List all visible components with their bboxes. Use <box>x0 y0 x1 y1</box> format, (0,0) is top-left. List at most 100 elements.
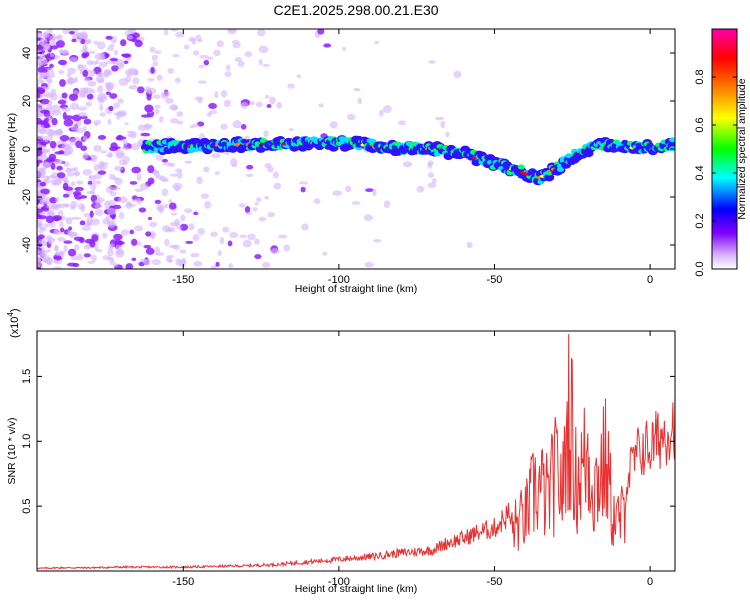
spectrogram-noise-blob <box>77 64 84 71</box>
spectrogram-noise-blob <box>100 150 108 154</box>
spectrogram-noise-blob <box>216 40 224 48</box>
spectrogram-noise-blob <box>109 93 118 99</box>
spectrogram-noise-blob <box>48 134 53 141</box>
spectrogram-panel: -150 -100 -50 0 -40 -20 0 20 40 Height of strai… <box>6 28 676 295</box>
spectrogram-noise-blob <box>217 249 222 257</box>
spectrogram-noise-blob <box>270 248 280 255</box>
spectrogram-noise-blob <box>144 104 154 113</box>
spectrogram-noise-blob <box>83 253 91 258</box>
spectrogram-noise-blob <box>71 216 82 220</box>
spectrogram-noise-blob <box>105 185 114 194</box>
spectrogram-noise-blob <box>81 226 92 231</box>
spectrogram-noise-blob <box>261 261 271 268</box>
spectrogram-noise-blob <box>169 244 178 249</box>
spectrogram-noise-blob <box>323 43 332 48</box>
spectrogram-noise-blob <box>179 249 187 254</box>
spectrogram-noise-blob <box>372 188 377 197</box>
spectrogram-noise-blob <box>107 249 114 257</box>
spectrogram-noise-blob <box>168 202 177 210</box>
spectrogram-noise-blob <box>67 248 77 257</box>
spectrogram-noise-blob <box>37 257 41 263</box>
spectrogram-noise-blob <box>61 143 72 151</box>
spectrogram-noise-blob <box>68 93 79 101</box>
spectrogram-noise-blob <box>153 94 161 100</box>
spectrogram-noise-blob <box>109 191 117 197</box>
spectrogram-noise-blob <box>40 188 50 195</box>
spectrogram-noise-blob <box>64 168 72 173</box>
spectrogram-noise-blob <box>46 257 53 265</box>
spectrogram-noise-blob <box>247 233 256 241</box>
spectrogram-noise-blob <box>255 197 262 202</box>
spectrogram-noise-blob <box>238 203 246 208</box>
spectrogram-noise-blob <box>246 164 254 170</box>
spectrogram-noise-blob <box>318 103 324 108</box>
spectrogram-noise-blob <box>78 112 88 118</box>
spectrogram-marks <box>37 29 675 269</box>
spectrogram-noise-blob <box>53 216 60 222</box>
spectrogram-x-tick-label: -150 <box>172 274 194 286</box>
spectrogram-noise-blob <box>132 76 140 85</box>
spectrogram-noise-blob <box>49 110 55 116</box>
spectrogram-noise-blob <box>213 49 221 57</box>
spectrogram-noise-blob <box>115 136 124 141</box>
spectrogram-noise-blob <box>262 63 270 67</box>
spectrogram-noise-blob <box>37 135 45 140</box>
spectrogram-noise-blob <box>240 101 249 109</box>
spectrogram-noise-blob <box>283 244 290 252</box>
spectrogram-noise-blob <box>365 188 374 193</box>
spectrogram-noise-blob <box>56 172 66 179</box>
snr-x-tick-label: 0 <box>647 576 653 588</box>
spectrogram-noise-blob <box>200 193 209 199</box>
spectrogram-noise-blob <box>181 257 186 265</box>
spectrogram-noise-blob <box>39 58 48 65</box>
snr-y-label: SNR (10 * v/v) <box>6 417 18 484</box>
spectrogram-noise-blob <box>38 226 44 230</box>
spectrogram-noise-blob <box>273 171 279 179</box>
spectrogram-noise-blob <box>37 37 41 41</box>
spectrogram-noise-blob <box>77 106 88 111</box>
spectrogram-noise-blob <box>105 35 113 40</box>
spectrogram-noise-blob <box>70 181 76 187</box>
spectrogram-noise-blob <box>174 77 181 84</box>
spectrogram-noise-blob <box>73 191 82 197</box>
spectrogram-noise-blob <box>159 176 168 182</box>
spectrogram-noise-blob <box>37 66 44 73</box>
snr-y-ticks: 0.5 1.0 1.5 <box>21 369 675 514</box>
spectrogram-noise-blob <box>37 218 43 222</box>
spectrogram-x-label: Height of straight line (km) <box>295 283 418 295</box>
spectrogram-noise-blob <box>193 211 199 216</box>
spectrogram-noise-blob <box>288 128 294 132</box>
spectrogram-noise-blob <box>102 217 110 225</box>
spectrogram-noise-blob <box>109 44 115 48</box>
spectrogram-noise-blob <box>74 170 80 177</box>
spectrogram-noise-blob <box>67 262 77 267</box>
spectrogram-noise-blob <box>147 78 155 82</box>
spectrogram-noise-blob <box>74 136 81 141</box>
spectrogram-noise-blob <box>38 193 47 198</box>
spectrogram-noise-blob <box>256 29 266 37</box>
spectrogram-noise-blob <box>184 208 193 214</box>
spectrogram-noise-blob <box>79 220 86 226</box>
spectrogram-noise-blob <box>273 182 282 190</box>
spectrogram-noise-blob <box>153 169 160 177</box>
spectrogram-noise-blob <box>353 87 361 92</box>
spectrogram-noise-blob <box>45 235 53 242</box>
spectrogram-noise-blob <box>123 155 130 164</box>
spectrogram-noise-blob <box>227 240 233 247</box>
spectrogram-noise-blob <box>57 59 67 66</box>
spectrogram-ridge-blob <box>517 164 525 170</box>
spectrogram-noise-blob <box>70 200 78 209</box>
spectrogram-noise-blob <box>37 222 43 227</box>
spectrogram-noise-blob <box>85 101 93 107</box>
spectrogram-noise-blob <box>191 37 197 45</box>
spectrogram-noise-blob <box>193 260 203 267</box>
spectrogram-noise-blob <box>162 162 172 166</box>
spectrogram-noise-blob <box>276 101 283 109</box>
spectrogram-noise-blob <box>57 237 66 242</box>
spectrogram-noise-blob <box>43 135 50 143</box>
spectrogram-noise-blob <box>170 118 179 124</box>
spectrogram-noise-blob <box>113 233 123 241</box>
spectrogram-noise-blob <box>44 43 50 50</box>
spectrogram-noise-blob <box>79 90 89 97</box>
spectrogram-noise-blob <box>46 175 57 179</box>
